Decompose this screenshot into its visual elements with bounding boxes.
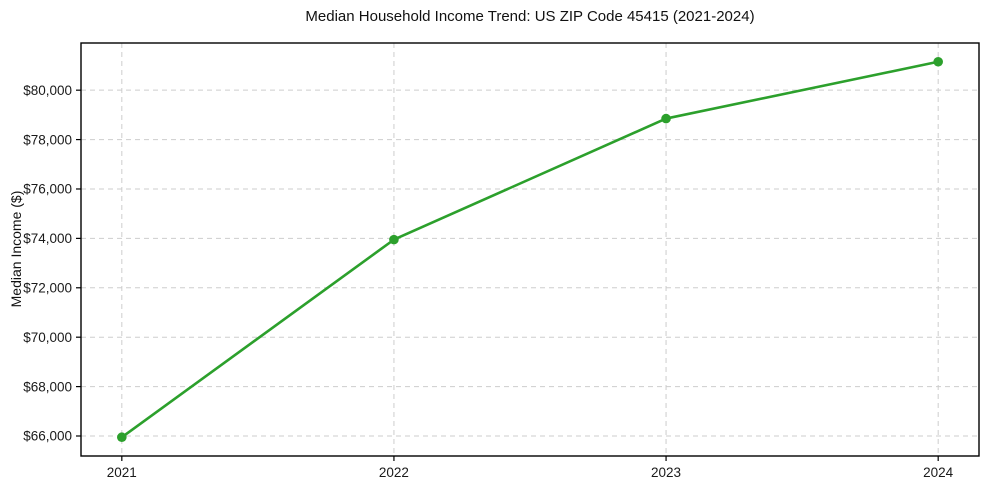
y-tick-label: $66,000 [23,429,72,444]
data-point-2021 [117,432,127,443]
chart-title: Median Household Income Trend: US ZIP Co… [305,8,755,25]
y-tick-label: $68,000 [23,379,72,394]
x-tick-label: 2024 [923,465,954,480]
data-point-2024 [933,56,943,67]
y-tick-label: $76,000 [23,182,72,197]
x-tick-label: 2021 [107,465,137,480]
trend-line [120,60,940,439]
x-tick-label: 2022 [379,465,409,480]
y-tick-label: $74,000 [23,231,72,246]
y-tick-label: $78,000 [23,132,72,147]
plot-border [80,42,980,457]
data-point-2023 [661,113,671,124]
y-tick-label: $80,000 [23,83,72,98]
y-tick-label: $72,000 [23,280,72,295]
x-tick-label: 2023 [651,465,681,480]
y-tick-label: $70,000 [23,330,72,345]
data-point-2022 [389,234,399,245]
